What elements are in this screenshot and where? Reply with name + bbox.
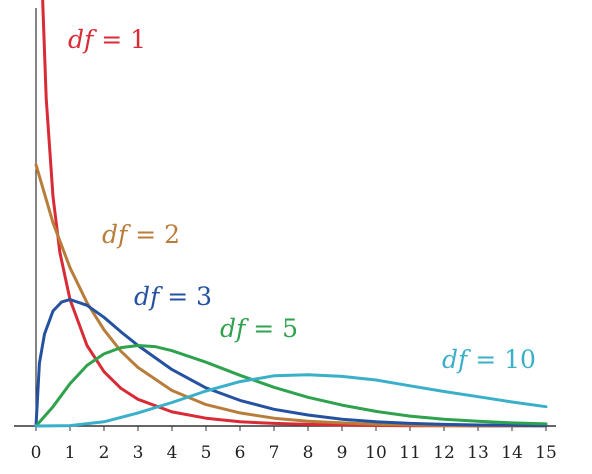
series-label-part: = <box>245 314 282 343</box>
series-label-part: 2 <box>164 220 180 249</box>
curve-df-3 <box>34 298 548 428</box>
series-label-part: 5 <box>282 314 298 343</box>
x-tick-label: 12 <box>433 443 455 463</box>
series-label-part: 1 <box>130 25 146 54</box>
x-tick-label: 4 <box>167 443 178 463</box>
curve-df-10 <box>34 373 548 428</box>
series-label-part: = <box>127 220 164 249</box>
x-tick-label: 2 <box>99 443 110 463</box>
series-label-part: = <box>159 282 196 311</box>
series-label-part: = <box>467 345 504 374</box>
series-label-part: df <box>68 25 97 54</box>
x-tick-label: 3 <box>133 443 144 463</box>
curve-df-5 <box>34 344 548 428</box>
x-tick-label: 0 <box>31 443 42 463</box>
series-label-part: df <box>134 282 163 311</box>
label-df-10: df = 10 <box>442 345 536 374</box>
x-axis-ticks: 0 1 2 3 4 5 6 7 8 9 10 11 12 13 14 15 <box>31 426 557 463</box>
x-tick-label: 10 <box>365 443 387 463</box>
curves <box>34 0 548 428</box>
x-tick-label: 8 <box>303 443 314 463</box>
series-label-part: df <box>442 345 471 374</box>
label-df-1: df = 1 <box>68 25 146 54</box>
label-df-3: df = 3 <box>134 282 212 311</box>
x-tick-label: 5 <box>201 443 212 463</box>
x-tick-label: 11 <box>399 443 421 463</box>
series-label-part: 10 <box>504 345 536 374</box>
series-label-part: 3 <box>196 282 212 311</box>
series-labels: df = 1df = 2df = 3df = 5df = 10 <box>68 25 536 374</box>
label-df-2: df = 2 <box>102 220 180 249</box>
x-tick-label: 15 <box>535 443 557 463</box>
series-label-part: df <box>220 314 249 343</box>
curve-df-2 <box>34 163 548 428</box>
x-tick-label: 13 <box>467 443 489 463</box>
x-tick-label: 6 <box>235 443 246 463</box>
x-tick-label: 7 <box>269 443 280 463</box>
x-tick-label: 14 <box>501 443 523 463</box>
series-label-part: df <box>102 220 131 249</box>
x-tick-label: 1 <box>65 443 76 463</box>
series-label-part: = <box>93 25 130 54</box>
label-df-5: df = 5 <box>220 314 298 343</box>
x-tick-label: 9 <box>337 443 348 463</box>
